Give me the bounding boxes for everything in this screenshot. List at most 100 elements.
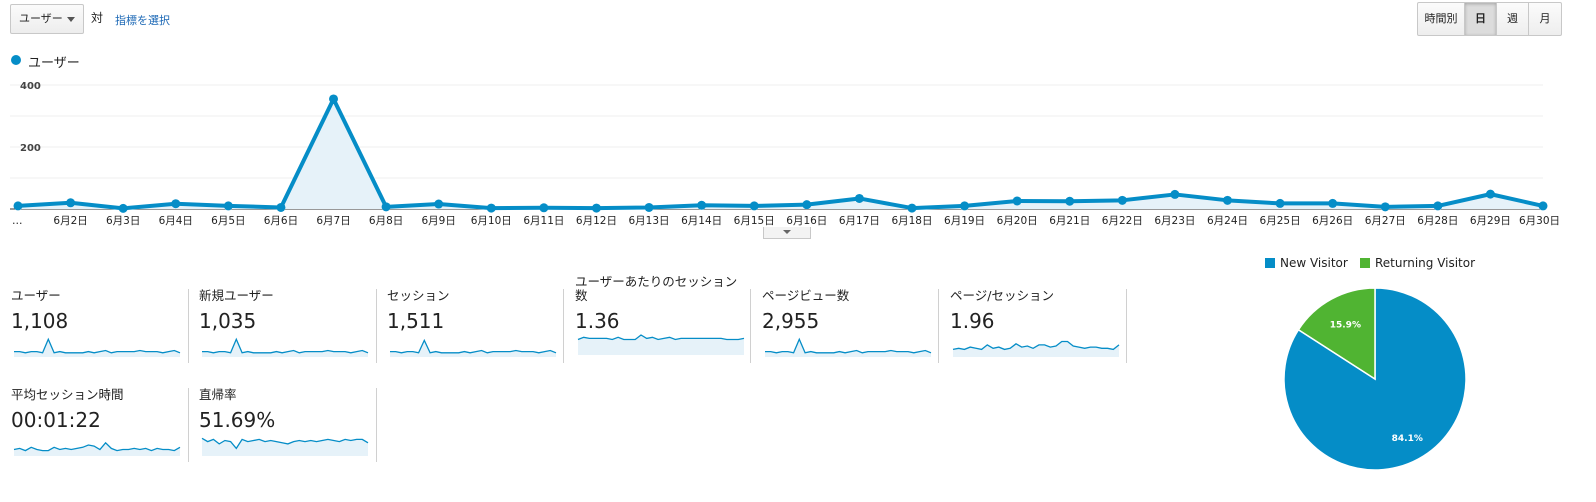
data-point[interactable] — [223, 201, 233, 211]
x-tick-label: 6月3日 — [106, 215, 140, 227]
period-hourly-button[interactable]: 時間別 — [1418, 3, 1465, 35]
metric-tile-pageviews[interactable]: ページビュー数 2,955 — [762, 289, 937, 364]
data-point[interactable] — [697, 200, 707, 210]
data-point[interactable] — [13, 201, 23, 211]
sparkline-line — [390, 338, 557, 354]
metric-tile-label: ユーザー — [11, 288, 61, 303]
metric-tile-label: 直帰率 — [199, 387, 237, 402]
y-tick-label: 400 — [20, 81, 41, 92]
sparkline-area — [14, 339, 180, 357]
metric-tile-value: 1.36 — [575, 309, 620, 333]
x-tick-label: 6月14日 — [681, 215, 722, 227]
x-tick-label: 6月12日 — [576, 215, 617, 227]
data-point[interactable] — [1538, 201, 1548, 211]
data-point[interactable] — [1170, 189, 1180, 199]
data-point[interactable] — [1433, 201, 1443, 211]
metric-sparkline — [202, 337, 369, 357]
pie-legend-label-returning[interactable]: Returning Visitor — [1375, 256, 1476, 270]
sparkline-line — [202, 337, 369, 354]
x-tick-label: 6月22日 — [1102, 215, 1143, 227]
data-point[interactable] — [1222, 195, 1232, 205]
data-point[interactable] — [66, 198, 76, 208]
metric-tile-sessions-per-user[interactable]: ユーザーあたりのセッション数 1.36 — [575, 275, 750, 355]
metric-sparkline — [390, 338, 557, 357]
y-tick-label: 200 — [20, 143, 41, 154]
tile-divider — [938, 289, 939, 363]
metric-tile-avg-session-duration[interactable]: 平均セッション時間 00:01:22 — [11, 388, 186, 463]
data-point[interactable] — [539, 203, 549, 213]
x-tick-label: 6月30日 — [1519, 215, 1560, 227]
period-toggle-group: 時間別 日 週 月 — [1417, 2, 1562, 36]
metric-tile-label: セッション — [387, 288, 450, 303]
data-point[interactable] — [1065, 196, 1075, 206]
data-point[interactable] — [1328, 198, 1338, 208]
metric-tile-value: 1,108 — [11, 309, 69, 333]
period-month-button[interactable]: 月 — [1539, 12, 1551, 25]
sparkline-area — [202, 438, 368, 456]
sparkline-area — [765, 339, 931, 357]
x-tick-label: 6月8日 — [369, 215, 403, 227]
metric-tile-new-users[interactable]: 新規ユーザー 1,035 — [199, 289, 374, 364]
data-point[interactable] — [1485, 189, 1495, 199]
metric-tile-label: ページビュー数 — [762, 288, 850, 303]
metric-sparkline — [201, 437, 369, 456]
data-point[interactable] — [486, 203, 496, 213]
metric-tile-value: 1,035 — [199, 309, 257, 333]
choose-metric-link[interactable]: 指標を選択 — [115, 14, 170, 27]
caret-down-icon — [67, 17, 75, 22]
data-point[interactable] — [1380, 202, 1390, 212]
x-tick-label: 6月28日 — [1417, 215, 1458, 227]
data-point[interactable] — [1117, 195, 1127, 205]
x-tick-label: 6月27日 — [1365, 215, 1406, 227]
data-point[interactable] — [644, 202, 654, 212]
sparkline-area — [578, 335, 744, 355]
metric-tile-value: 1,511 — [387, 309, 445, 333]
sparkline-line — [13, 441, 181, 452]
x-tick-label: 6月29日 — [1470, 215, 1511, 227]
x-tick-label: 6月4日 — [159, 215, 193, 227]
x-tick-label: … — [12, 215, 23, 227]
data-point[interactable] — [171, 199, 181, 209]
metric-tile-pages-per-session[interactable]: ページ/セッション 1.96 — [950, 289, 1125, 364]
data-point[interactable] — [434, 199, 444, 209]
pie-legend-swatch-returning — [1360, 258, 1370, 268]
period-week-button[interactable]: 週 — [1497, 3, 1529, 35]
sparkline-line — [14, 337, 181, 354]
data-point[interactable] — [802, 200, 812, 210]
sparkline-area — [953, 341, 1119, 357]
series-legend-label: ユーザー — [28, 56, 80, 71]
x-tick-label: 6月21日 — [1049, 215, 1090, 227]
data-point[interactable] — [1012, 196, 1022, 206]
x-tick-label: 6月2日 — [53, 215, 87, 227]
series-legend-dot — [11, 55, 21, 65]
data-point[interactable] — [329, 94, 339, 104]
sparkline-area — [390, 340, 556, 357]
pie-slice[interactable] — [1297, 287, 1376, 381]
data-point[interactable] — [749, 201, 759, 211]
metric-tile-users[interactable]: ユーザー 1,108 — [11, 289, 186, 364]
metric-sparkline — [14, 337, 181, 357]
data-point[interactable] — [1275, 198, 1285, 208]
data-point[interactable] — [854, 193, 864, 203]
period-day-button[interactable]: 日 — [1465, 3, 1497, 35]
pie-legend-label-new[interactable]: New Visitor — [1280, 256, 1348, 270]
pie-legend-swatch-new — [1265, 258, 1275, 268]
data-point[interactable] — [960, 201, 970, 211]
data-point[interactable] — [118, 203, 128, 213]
data-point[interactable] — [276, 202, 286, 212]
data-point[interactable] — [907, 203, 917, 213]
metric-tile-bounce-rate[interactable]: 直帰率 51.69% — [199, 388, 374, 463]
data-point[interactable] — [381, 202, 391, 212]
x-tick-label: 6月25日 — [1260, 215, 1301, 227]
x-tick-label: 6月7日 — [316, 215, 350, 227]
x-tick-label: 6月10日 — [471, 215, 512, 227]
tile-divider — [1126, 289, 1127, 363]
series-line — [17, 96, 1544, 211]
chart-expand-handle[interactable] — [763, 227, 811, 239]
sparkline-line — [952, 340, 1120, 351]
visitor-type-pie-chart: 84.1% 15.9% — [1283, 287, 1467, 471]
metric-tile-label: 平均セッション時間 — [11, 387, 124, 402]
data-point[interactable] — [591, 203, 601, 213]
metric-select[interactable]: ユーザー — [10, 4, 84, 34]
metric-tile-sessions[interactable]: セッション 1,511 — [387, 289, 562, 364]
